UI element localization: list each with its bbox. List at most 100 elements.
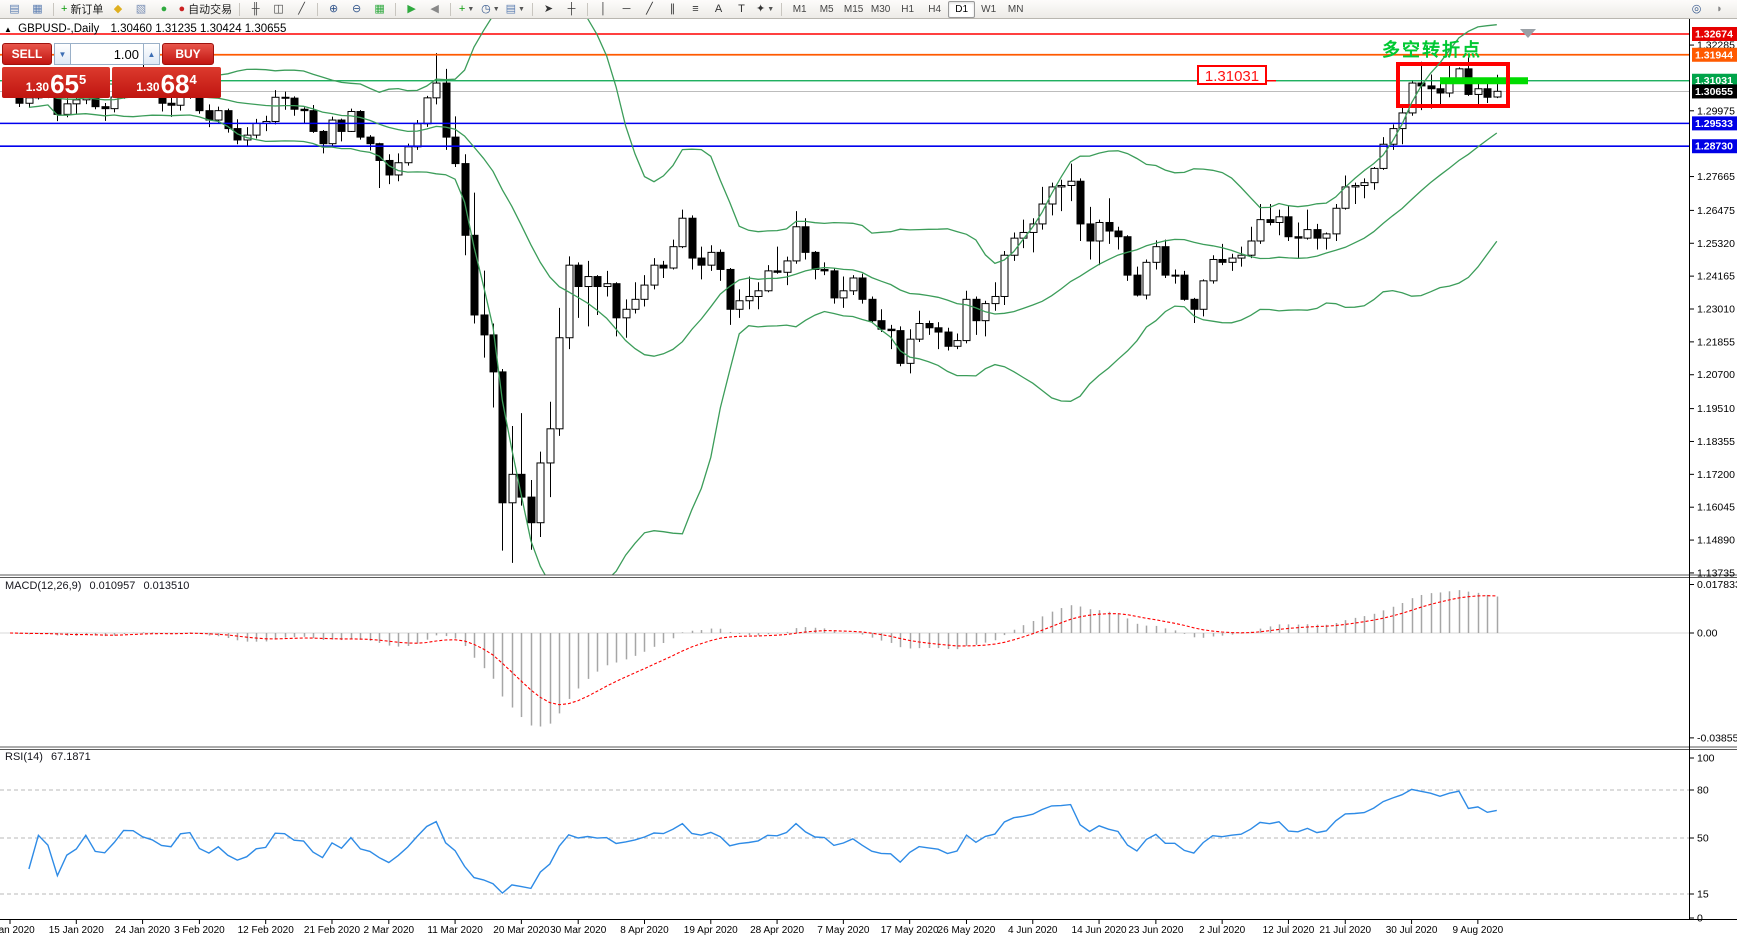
volume-input[interactable] — [71, 43, 143, 65]
timeframe-button-m15[interactable]: M15 — [843, 3, 864, 15]
candlestick-button[interactable]: ◫ — [267, 0, 290, 18]
template-icon: ▤ — [505, 2, 517, 15]
vertical-line-button[interactable]: │ — [592, 0, 615, 18]
cursor-button[interactable]: ➤ — [537, 0, 560, 18]
profiles-button[interactable]: ▦ — [26, 0, 49, 18]
svg-text:1.29533: 1.29533 — [1695, 118, 1733, 130]
panel-frame — [0, 18, 1737, 920]
new-chart-button[interactable]: ▤ — [3, 0, 26, 18]
svg-text:0.00: 0.00 — [1697, 628, 1718, 640]
one-click-trading-panel: SELL ▼ ▲ BUY 1.30 65 5 1.30 68 4 — [2, 43, 221, 98]
svg-text:-0.038559: -0.038559 — [1697, 732, 1737, 744]
auto-scroll-button[interactable]: ▶ — [400, 0, 423, 18]
volume-increase-button[interactable]: ▲ — [143, 43, 160, 65]
text-button[interactable]: A — [707, 0, 730, 18]
arrows-button[interactable]: ✦ ▼ — [753, 0, 777, 18]
channel-icon: ∥ — [669, 2, 676, 15]
macd-histogram — [18, 590, 1499, 727]
turning-point-annotation: 多空转折点 — [1382, 40, 1482, 60]
highlight-rectangle[interactable] — [1396, 62, 1510, 108]
buy-button[interactable]: BUY — [162, 43, 214, 65]
svg-text:1.18355: 1.18355 — [1697, 436, 1735, 448]
timeframe-button-m1[interactable]: M1 — [792, 3, 807, 15]
cube-icon: ◆ — [113, 2, 123, 15]
timeframe-button-m30[interactable]: M30 — [870, 3, 891, 15]
svg-text:1.16045: 1.16045 — [1697, 502, 1735, 514]
svg-text:17 May 2020: 17 May 2020 — [881, 925, 939, 936]
buy-price[interactable]: 1.30 68 4 — [112, 67, 221, 98]
price-badge — [1692, 139, 1737, 154]
svg-text:1.17200: 1.17200 — [1697, 469, 1735, 481]
chart-window-icon: ▦ — [32, 2, 43, 15]
signals-button[interactable]: ● — [152, 0, 175, 18]
svg-text:2 Mar 2020: 2 Mar 2020 — [364, 925, 415, 936]
arrows-icon: ✦ — [755, 2, 766, 15]
fibonacci-button[interactable]: ≡ — [684, 0, 707, 18]
svg-text:0: 0 — [1697, 913, 1703, 925]
rsi-panel — [0, 789, 1689, 895]
bar-chart-button[interactable]: ╫ — [244, 0, 267, 18]
autotrading-button-label: 自动交易 — [188, 4, 233, 16]
svg-text:1.28730: 1.28730 — [1695, 141, 1733, 153]
autotrading-button[interactable]: ● 自动交易 — [175, 0, 235, 18]
svg-text:21 Jul 2020: 21 Jul 2020 — [1319, 925, 1371, 936]
svg-text:1.21855: 1.21855 — [1697, 336, 1735, 348]
toolbar-separator — [395, 2, 397, 16]
svg-text:1.27665: 1.27665 — [1697, 171, 1735, 183]
chart-shift-marker[interactable] — [1520, 29, 1536, 38]
svg-text:1.14890: 1.14890 — [1697, 535, 1735, 547]
market-button[interactable]: ◆ — [106, 0, 129, 18]
crosshair-button[interactable]: ┼ — [560, 0, 583, 18]
text-label-button[interactable]: T — [730, 0, 753, 18]
symbol-expand-icon[interactable]: ▲ — [4, 25, 12, 34]
price-axis[interactable]: 1.322851.299751.276651.264751.253201.241… — [1689, 26, 1737, 925]
volume-decrease-button[interactable]: ▼ — [54, 43, 71, 65]
svg-text:1.25320: 1.25320 — [1697, 238, 1735, 250]
periods-button[interactable]: ◷ ▼ — [478, 0, 503, 18]
clock-icon: ◷ — [481, 2, 491, 15]
rsi-label: RSI(14) 67.1871 — [5, 751, 91, 763]
channel-button[interactable]: ∥ — [661, 0, 684, 18]
price-badge — [1692, 73, 1737, 88]
line-chart-button[interactable]: ╱ — [290, 0, 313, 18]
toolbar: ▤ ▦ + 新订单 ◆ ▧ ● ● 自动交易 ╫ ◫ ╱ ⊕ ⊖ ▦ ▶ ◀ + ▼ ◷ ▼ ▤ ▼ ➤ ┼ │ ─ ╱ ∥ ≡ A T ✦ ▼ M… — [0, 0, 1737, 19]
svg-text:1.19510: 1.19510 — [1697, 403, 1735, 415]
bollinger-upper — [28, 18, 1497, 265]
timeframe-button-h1[interactable]: H1 — [901, 3, 915, 15]
sell-button[interactable]: SELL — [2, 43, 52, 65]
trendline-button[interactable]: ╱ — [638, 0, 661, 18]
search-button[interactable]: ◎ — [1685, 0, 1708, 18]
publish-chart-button[interactable]: ▧ — [129, 0, 152, 18]
community-button[interactable]: ◗ — [1708, 0, 1731, 18]
svg-text:12 Jul 2020: 12 Jul 2020 — [1263, 925, 1315, 936]
chevron-down-icon: ▼ — [467, 5, 475, 13]
svg-text:7 May 2020: 7 May 2020 — [817, 925, 870, 936]
sell-price[interactable]: 1.30 65 5 — [2, 67, 110, 98]
zoom-in-button[interactable]: ⊕ — [322, 0, 345, 18]
new-order-button-label: 新订单 — [70, 4, 104, 16]
svg-text:30 Mar 2020: 30 Mar 2020 — [550, 925, 607, 936]
templates-button[interactable]: ▤ ▼ — [503, 0, 528, 18]
new-order-button[interactable]: + 新订单 — [58, 0, 106, 18]
timeframe-button-mn[interactable]: MN — [1007, 3, 1024, 15]
svg-text:1.26475: 1.26475 — [1697, 205, 1735, 217]
date-axis[interactable]: 6 Jan 2020 15 Jan 2020 24 Jan 2020 3 Feb 20… — [0, 919, 1504, 936]
horizontal-line-button[interactable]: ─ — [615, 0, 638, 18]
chart-shift-button[interactable]: ◀ — [423, 0, 446, 18]
timeframe-button-h4[interactable]: H4 — [928, 3, 942, 15]
tile-windows-button[interactable]: ▦ — [368, 0, 391, 18]
timeframe-button-m5[interactable]: M5 — [819, 3, 834, 15]
svg-text:6 Jan 2020: 6 Jan 2020 — [0, 925, 35, 936]
toolbar-separator — [450, 2, 452, 16]
label-icon: T — [738, 2, 745, 15]
toolbar-separator — [317, 2, 319, 16]
indicator-icon: + — [458, 2, 466, 15]
svg-text:12 Feb 2020: 12 Feb 2020 — [238, 925, 295, 936]
indicators-button[interactable]: + ▼ — [455, 0, 478, 18]
timeframe-button-d1[interactable]: D1 — [948, 0, 976, 18]
timeframe-button-w1[interactable]: W1 — [981, 3, 997, 15]
zoom-out-button[interactable]: ⊖ — [345, 0, 368, 18]
price-level-label[interactable]: 1.31031 — [1197, 65, 1267, 85]
svg-text:26 May 2020: 26 May 2020 — [938, 925, 996, 936]
